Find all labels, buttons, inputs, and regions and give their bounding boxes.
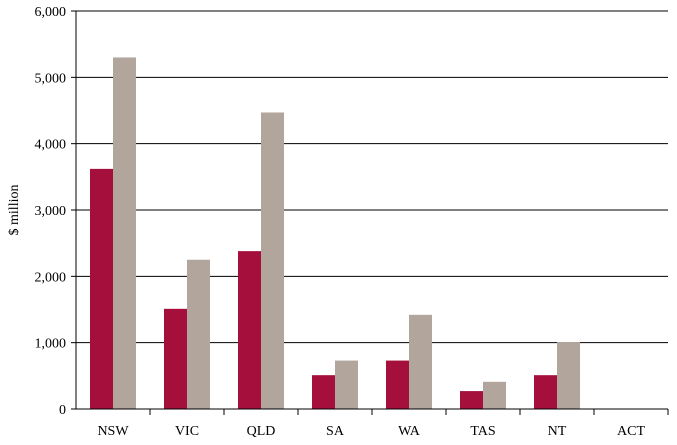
x-tick-label: NT (548, 424, 567, 439)
bar (409, 314, 432, 409)
bar (90, 168, 113, 409)
x-tick-label: VIC (175, 424, 199, 439)
x-tick-label: WA (398, 424, 421, 439)
bar (113, 57, 136, 409)
y-tick-label: 1,000 (35, 337, 67, 352)
y-tick-label: 0 (59, 403, 66, 418)
x-tick-label: QLD (247, 424, 276, 439)
bars (90, 57, 580, 410)
y-axis-title: $ million (7, 185, 22, 236)
bar (557, 342, 580, 409)
bar (312, 375, 335, 409)
y-tick-label: 5,000 (35, 71, 67, 86)
bar (238, 251, 261, 409)
bar (335, 360, 358, 409)
bar (261, 112, 284, 410)
x-tick-label: NSW (97, 424, 129, 439)
gridlines (76, 10, 668, 344)
x-axis: NSW VIC QLD SA WA TAS NT ACT (76, 408, 669, 439)
bar (483, 381, 506, 409)
bar (187, 259, 210, 409)
y-tick-label: 2,000 (35, 270, 67, 285)
x-tick-label: SA (326, 424, 345, 439)
y-axis-ticks: 0 1,000 2,000 3,000 4,000 5,000 6,000 (35, 5, 76, 418)
x-tick-label: ACT (617, 424, 645, 439)
bar (460, 391, 483, 409)
y-tick-label: 6,000 (35, 5, 67, 20)
bar (534, 375, 557, 409)
y-tick-label: 4,000 (35, 138, 67, 153)
bar (164, 308, 187, 409)
bar (386, 360, 409, 409)
y-tick-label: 3,000 (35, 204, 67, 219)
x-tick-label: TAS (470, 424, 495, 439)
